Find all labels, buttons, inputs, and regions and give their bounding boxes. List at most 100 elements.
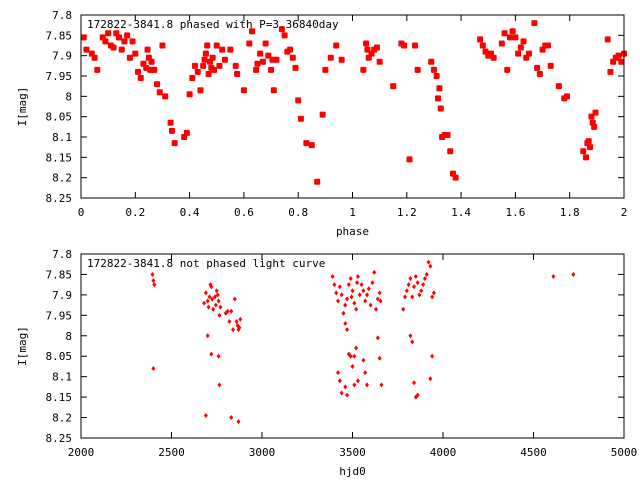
unphased-data-point <box>571 271 576 277</box>
unphased-y-tick-label: 7.9 <box>52 289 72 302</box>
unphased-data-point <box>203 290 208 296</box>
unphased-data-point <box>401 306 406 312</box>
phased-data-point <box>257 50 264 57</box>
phased-data-point <box>232 62 239 69</box>
phased-data-point <box>240 87 247 94</box>
unphased-data-point <box>339 292 344 298</box>
unphased-data-point <box>341 310 346 316</box>
phased-x-axis-label: phase <box>336 225 369 238</box>
unphased-data-point <box>412 284 417 290</box>
phased-data-point <box>547 62 554 69</box>
phased-data-point <box>151 66 158 73</box>
phased-data-point <box>219 46 226 53</box>
unphased-y-tick-label: 7.85 <box>46 268 73 281</box>
unphased-data-point <box>354 345 359 351</box>
phased-data-point <box>433 73 440 79</box>
phased-data-point <box>273 56 280 63</box>
unphased-data-point <box>210 296 215 302</box>
unphased-data-point <box>151 278 156 284</box>
phased-data-point <box>287 46 294 53</box>
unphased-data-point <box>361 288 366 294</box>
phased-y-tick-label: 7.8 <box>52 9 72 22</box>
phased-data-point <box>592 109 599 116</box>
unphased-data-point <box>339 390 344 396</box>
phased-y-tick-label: 7.85 <box>46 29 73 42</box>
unphased-data-point <box>364 382 369 388</box>
unphased-data-point <box>426 259 431 265</box>
unphased-data-point <box>345 392 350 398</box>
unphased-data-point <box>207 294 212 300</box>
phased-data-point <box>189 75 196 82</box>
phased-data-point <box>183 129 190 136</box>
unphased-data-point <box>348 276 353 282</box>
phased-data-point <box>292 64 299 71</box>
unphased-data-point <box>415 280 420 286</box>
unphased-data-point <box>209 351 214 357</box>
phased-data-point <box>132 50 139 57</box>
unphased-data-point <box>150 271 155 277</box>
phased-data-point <box>531 20 538 27</box>
phased-data-point <box>246 40 253 47</box>
unphased-y-tick-label: 8.25 <box>46 432 73 445</box>
unphased-data-point <box>229 415 234 421</box>
unphased-x-tick-label: 3500 <box>339 446 366 459</box>
phased-data-point <box>213 42 220 49</box>
phased-data-point <box>116 34 123 41</box>
phased-x-tick-label: 2 <box>621 206 628 219</box>
phased-x-tick-label: 1.4 <box>451 206 471 219</box>
unphased-data-point <box>231 327 236 333</box>
phased-data-point <box>192 62 199 69</box>
phased-data-point <box>202 50 209 57</box>
phased-data-point <box>205 70 212 77</box>
phased-x-tick-label: 1 <box>349 206 356 219</box>
phased-data-point <box>126 54 133 61</box>
unphased-data-point <box>336 370 341 376</box>
unphased-data-point <box>377 355 382 361</box>
phased-data-point <box>204 42 211 49</box>
phased-data-point <box>295 97 302 104</box>
phased-data-point <box>490 54 497 61</box>
unphased-data-point <box>354 306 359 312</box>
phased-plot-frame <box>80 14 625 199</box>
phased-data-point <box>186 91 193 98</box>
unphased-data-point <box>337 284 342 290</box>
unphased-data-point <box>415 392 420 398</box>
phased-data-point <box>278 26 285 33</box>
phased-data-point <box>363 40 370 47</box>
phased-data-point <box>110 44 117 51</box>
unphased-y-tick-label: 7.95 <box>46 309 73 322</box>
phased-data-point <box>168 127 175 134</box>
phased-y-tick-label: 7.9 <box>52 50 72 63</box>
phased-data-point <box>585 138 592 145</box>
phased-data-point <box>436 85 443 92</box>
unphased-data-point <box>334 290 339 296</box>
phased-data-point <box>544 42 551 49</box>
unphased-data-point <box>214 288 219 294</box>
phased-data-point <box>582 154 589 161</box>
unphased-data-point <box>404 288 409 294</box>
phased-data-point <box>319 111 326 118</box>
unphased-data-point <box>336 298 341 304</box>
phased-data-point <box>444 131 451 138</box>
unphased-data-point <box>349 294 354 300</box>
phased-x-tick-label: 0.8 <box>288 206 308 219</box>
phased-x-tick-label: 0.2 <box>125 206 145 219</box>
unphased-x-tick-label: 4000 <box>430 446 457 459</box>
phased-data-point <box>102 38 109 45</box>
unphased-data-point <box>422 276 427 282</box>
unphased-data-point <box>216 298 221 304</box>
phased-data-point <box>322 66 329 73</box>
unphased-data-point <box>364 292 369 298</box>
phased-data-point <box>555 83 562 90</box>
phased-y-axis-label: I[mag] <box>16 87 29 127</box>
unphased-data-points <box>150 259 576 425</box>
phased-data-point <box>435 95 442 102</box>
phased-data-point <box>200 62 207 69</box>
phased-data-point <box>414 66 421 73</box>
unphased-data-point <box>357 292 362 298</box>
unphased-data-point <box>205 333 210 339</box>
unphased-data-point <box>402 294 407 300</box>
unphased-x-tick-label: 3000 <box>249 446 276 459</box>
